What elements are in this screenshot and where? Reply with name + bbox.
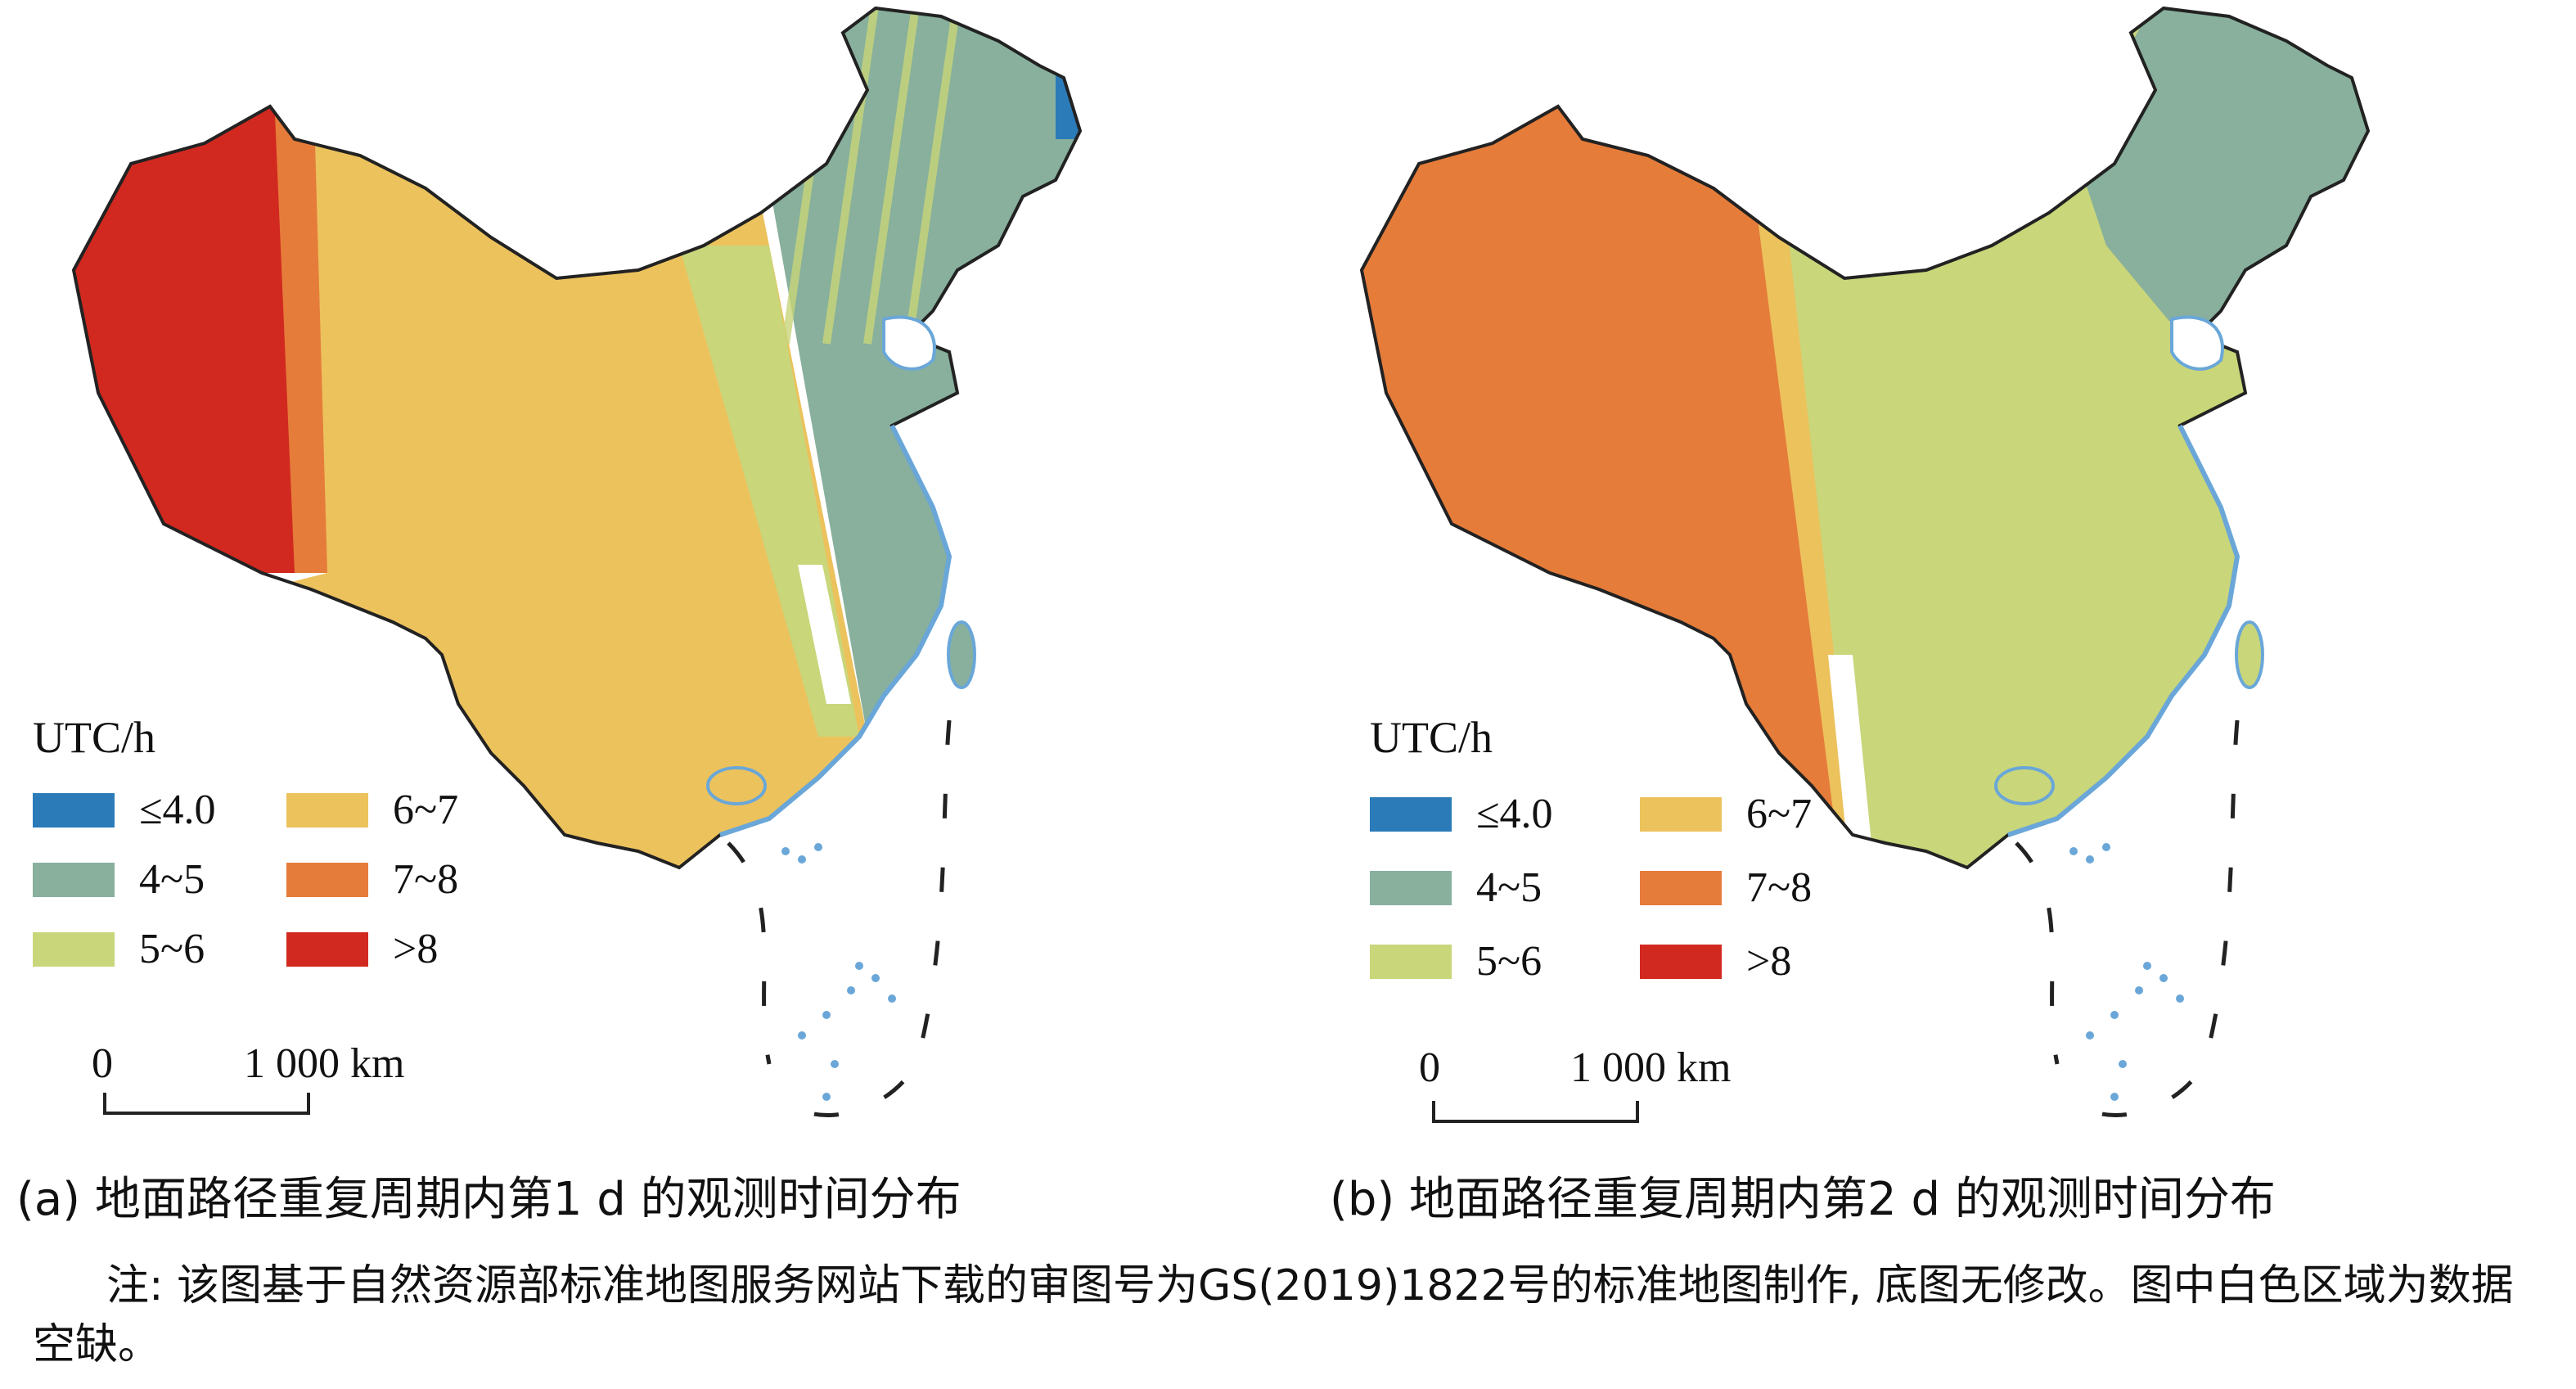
map-a: [72, 7, 1082, 1117]
map-b-bands: [1288, 8, 2368, 868]
hainan-b: [1994, 766, 2055, 805]
map-b: [1288, 7, 2370, 1117]
legend-label: ≤4.0: [139, 787, 216, 833]
map-a-bands: [74, 8, 1080, 868]
legend-swatch: [33, 931, 115, 967]
nine-dash-line-a: [727, 719, 952, 1117]
coastline-b: [2007, 424, 2240, 837]
legend-swatch: [286, 792, 368, 828]
map-panel-b: UTC/h ≤4.0 4~5 5~6 6~7 7~8 >8 0 1 000 km: [1288, 0, 2576, 1146]
hainan-a: [706, 766, 767, 805]
islands-b: [2069, 843, 2184, 1101]
legend-item-7-8: 7~8: [1640, 864, 1812, 912]
scale-label: 1 000 km: [244, 1040, 405, 1087]
legend-swatch: [286, 931, 368, 967]
taiwan-b: [2235, 620, 2264, 689]
legend-swatch: [1640, 796, 1722, 832]
legend-item-gt8: >8: [1640, 937, 1791, 985]
legend-item-le4: ≤4.0: [1370, 790, 1553, 838]
legend-swatch: [1370, 796, 1452, 832]
legend-item-4-5: 4~5: [33, 855, 205, 904]
legend-label: 5~6: [1476, 938, 1542, 985]
legend-item-6-7: 6~7: [286, 786, 458, 834]
scale-zero: 0: [1419, 1044, 1440, 1091]
legend-label: 7~8: [393, 856, 459, 903]
legend-swatch: [1640, 944, 1722, 979]
caption-a: (a) 地面路径重复周期内第1 d 的观测时间分布: [16, 1173, 961, 1226]
legend-swatch: [1370, 944, 1452, 979]
bohai-a: [882, 315, 936, 371]
legend-label: 4~5: [139, 856, 205, 903]
legend-label: 6~7: [393, 787, 459, 833]
legend-label: 7~8: [1746, 864, 1813, 911]
scale-bar: [1432, 1101, 1639, 1123]
legend-swatch: [1640, 870, 1722, 905]
legend-label: >8: [1746, 938, 1792, 985]
legend-title: UTC/h: [1370, 713, 1493, 762]
scale-zero: 0: [92, 1040, 113, 1087]
legend-label: 4~5: [1476, 864, 1542, 911]
bohai-b: [2170, 315, 2224, 371]
legend-swatch: [33, 792, 115, 828]
legend-item-7-8: 7~8: [286, 855, 458, 904]
legend-label: 5~6: [139, 926, 205, 972]
figure-note: 注: 该图基于自然资源部标准地图服务网站下载的审图号为GS(2019)1822号…: [33, 1261, 2514, 1369]
band-a-nodata: [798, 565, 851, 704]
nine-dash-line-b: [2015, 719, 2240, 1117]
legend-item-4-5: 4~5: [1370, 864, 1542, 912]
islands-a: [781, 843, 896, 1101]
scale-label: 1 000 km: [1570, 1044, 1732, 1091]
legend-item-le4: ≤4.0: [33, 786, 216, 834]
legend-swatch: [1370, 870, 1452, 905]
band-b-7-8: [1362, 8, 1861, 868]
scale-bar: [103, 1093, 310, 1115]
band-b-gt8: [1288, 229, 1313, 344]
legend-label: 6~7: [1746, 791, 1813, 837]
legend-item-5-6: 5~6: [1370, 937, 1542, 985]
caption-b: (b) 地面路径重复周期内第2 d 的观测时间分布: [1330, 1173, 2276, 1226]
legend-item-6-7: 6~7: [1640, 790, 1812, 838]
legend-label: ≤4.0: [1476, 791, 1553, 837]
legend-item-5-6: 5~6: [33, 925, 205, 973]
legend-label: >8: [393, 926, 439, 972]
legend-title: UTC/h: [33, 713, 156, 762]
band-a-gt8: [74, 8, 327, 573]
legend-item-gt8: >8: [286, 925, 438, 973]
legend-swatch: [286, 862, 368, 897]
coastline-a: [719, 424, 952, 837]
legend-swatch: [33, 862, 115, 897]
band-a-le4: [1056, 49, 1080, 139]
taiwan-a: [947, 620, 976, 689]
map-panel-a: UTC/h ≤4.0 4~5 5~6 6~7 7~8 >8 0 1 000 km: [0, 0, 1288, 1146]
